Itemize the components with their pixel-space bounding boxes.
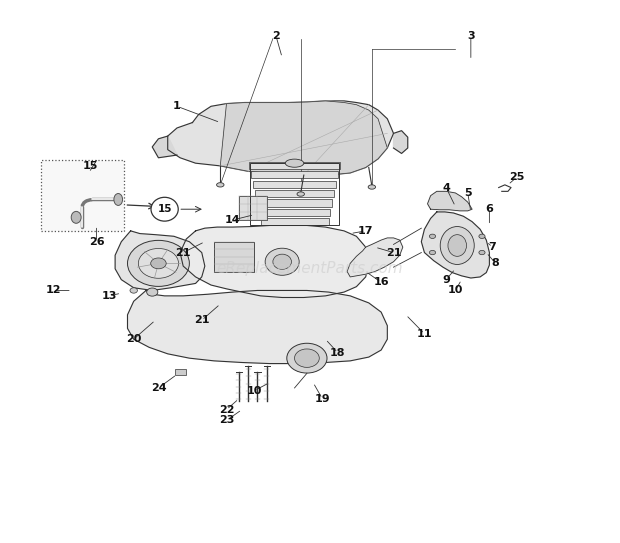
Ellipse shape bbox=[430, 250, 436, 255]
Ellipse shape bbox=[297, 192, 304, 196]
Polygon shape bbox=[220, 101, 388, 175]
Ellipse shape bbox=[294, 349, 319, 368]
Text: 18: 18 bbox=[330, 348, 345, 358]
Ellipse shape bbox=[273, 254, 291, 269]
Text: 24: 24 bbox=[151, 383, 166, 393]
Polygon shape bbox=[422, 212, 489, 278]
Bar bbox=[255, 190, 334, 197]
Ellipse shape bbox=[285, 159, 304, 167]
Text: 20: 20 bbox=[126, 334, 141, 344]
Ellipse shape bbox=[216, 182, 224, 187]
Bar bbox=[239, 195, 267, 220]
Ellipse shape bbox=[147, 288, 158, 296]
Ellipse shape bbox=[114, 193, 123, 205]
Text: 23: 23 bbox=[219, 415, 234, 426]
Ellipse shape bbox=[448, 235, 466, 256]
Polygon shape bbox=[347, 238, 403, 277]
Text: 25: 25 bbox=[510, 172, 525, 182]
Ellipse shape bbox=[265, 248, 299, 275]
Text: 8: 8 bbox=[492, 258, 500, 268]
Bar bbox=[260, 218, 329, 225]
Bar bbox=[251, 171, 338, 178]
Bar bbox=[257, 199, 332, 206]
Ellipse shape bbox=[130, 288, 138, 293]
Circle shape bbox=[151, 197, 178, 221]
Ellipse shape bbox=[287, 343, 327, 373]
Text: eReplacementParts.com: eReplacementParts.com bbox=[216, 261, 404, 276]
Ellipse shape bbox=[479, 234, 485, 238]
Text: 1: 1 bbox=[173, 102, 181, 111]
Text: 26: 26 bbox=[89, 237, 104, 247]
Text: 21: 21 bbox=[175, 248, 191, 257]
Bar bbox=[250, 163, 339, 225]
Bar bbox=[259, 209, 330, 216]
Text: 21: 21 bbox=[194, 315, 210, 325]
Polygon shape bbox=[428, 191, 472, 211]
Text: 10: 10 bbox=[247, 386, 262, 396]
Bar bbox=[249, 162, 340, 168]
Text: 3: 3 bbox=[467, 31, 475, 41]
Text: 12: 12 bbox=[45, 286, 61, 295]
Polygon shape bbox=[128, 291, 388, 364]
Ellipse shape bbox=[138, 249, 179, 278]
Text: 4: 4 bbox=[442, 182, 450, 193]
Text: 19: 19 bbox=[314, 394, 330, 404]
Text: 2: 2 bbox=[272, 31, 280, 41]
Text: 16: 16 bbox=[373, 277, 389, 287]
Ellipse shape bbox=[71, 211, 81, 223]
Ellipse shape bbox=[151, 258, 166, 269]
Ellipse shape bbox=[128, 241, 189, 286]
Polygon shape bbox=[168, 101, 394, 175]
Text: 21: 21 bbox=[386, 248, 401, 257]
Text: 6: 6 bbox=[485, 204, 494, 214]
Polygon shape bbox=[153, 136, 177, 158]
Ellipse shape bbox=[368, 185, 376, 189]
Text: 5: 5 bbox=[464, 188, 472, 198]
Text: 15: 15 bbox=[82, 161, 98, 171]
Text: 9: 9 bbox=[442, 275, 450, 285]
Bar bbox=[41, 161, 125, 231]
Text: 14: 14 bbox=[225, 215, 241, 225]
Ellipse shape bbox=[479, 250, 485, 255]
Text: 10: 10 bbox=[448, 286, 463, 295]
Text: 22: 22 bbox=[219, 405, 234, 415]
Text: 13: 13 bbox=[101, 291, 117, 301]
Text: 11: 11 bbox=[417, 329, 432, 339]
Text: 7: 7 bbox=[489, 242, 497, 252]
Bar bbox=[214, 242, 254, 272]
Text: 15: 15 bbox=[157, 204, 172, 214]
Polygon shape bbox=[180, 225, 369, 298]
Bar bbox=[253, 180, 336, 187]
Bar bbox=[175, 369, 186, 376]
Polygon shape bbox=[394, 131, 408, 154]
Ellipse shape bbox=[430, 234, 436, 238]
Polygon shape bbox=[115, 231, 205, 291]
Text: 17: 17 bbox=[358, 226, 373, 236]
Ellipse shape bbox=[440, 226, 474, 264]
